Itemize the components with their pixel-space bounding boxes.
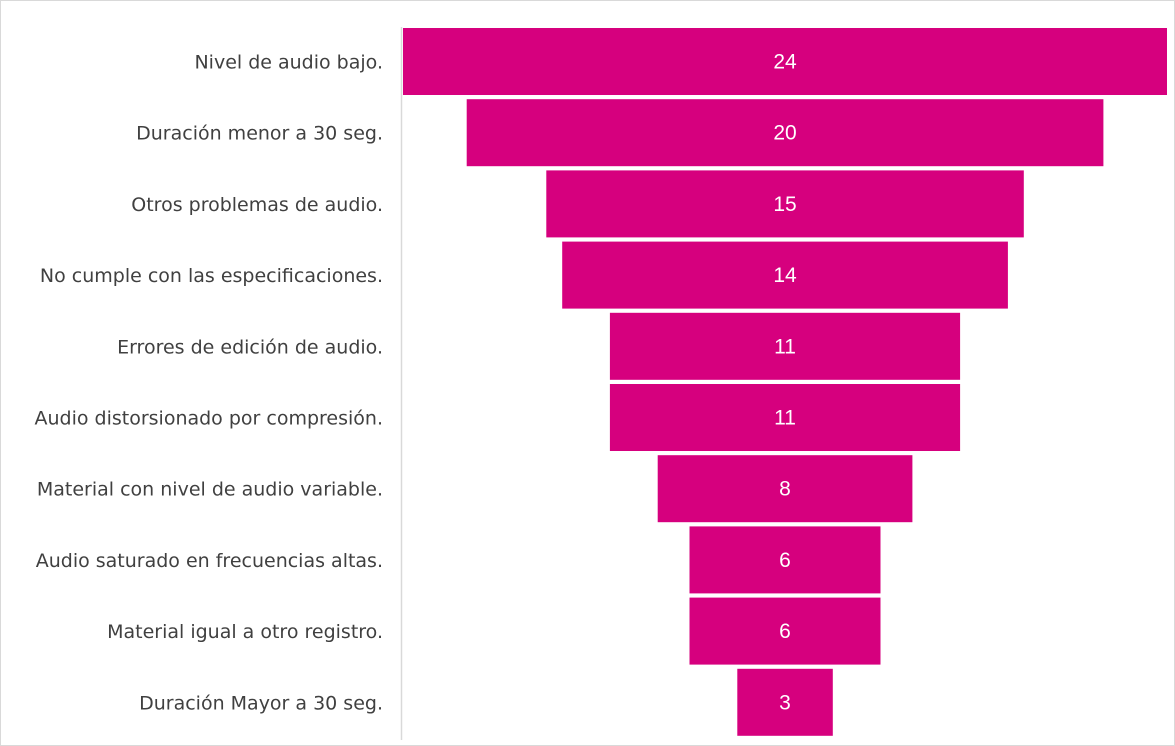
bar-value-label: 3 [779,691,791,714]
bar-value-label: 20 [773,122,796,145]
bar-value-label: 11 [774,407,796,430]
funnel-bar [609,312,961,380]
category-label: Otros problemas de audio. [131,194,383,216]
funnel-bar [689,526,881,594]
bar-value-label: 14 [773,264,797,287]
bar-value-label: 6 [779,620,791,643]
bars-layer: 24 20 15 14 11 11 8 6 6 3 [403,28,1167,736]
category-label: Material igual a otro registro. [107,621,383,643]
category-label: No cumple con las especificaciones. [40,265,383,287]
category-label: Errores de edición de audio. [117,336,383,358]
bar-value-label: 11 [774,335,796,358]
category-label: Nivel de audio bajo. [194,52,383,74]
bar-value-label: 6 [779,549,791,572]
funnel-bar [737,668,833,736]
funnel-bar [466,99,1104,167]
funnel-bar [609,384,961,451]
bar-value-label: 24 [773,51,797,74]
funnel-bar [403,28,1167,95]
category-label: Duración menor a 30 seg. [136,123,383,145]
bar-value-label: 8 [779,478,791,501]
funnel-bar [546,170,1024,238]
category-label: Material con nivel de audio variable. [37,479,383,501]
bar-value-label: 15 [773,193,796,216]
category-labels-layer: Nivel de audio bajo. Duración menor a 30 … [34,52,383,715]
funnel-bar [657,455,913,523]
category-label: Audio saturado en frecuencias altas. [36,550,383,572]
category-label: Audio distorsionado por compresión. [34,408,383,430]
category-label: Duración Mayor a 30 seg. [139,692,383,714]
funnel-bar [562,241,1008,309]
funnel-bar [689,597,881,665]
